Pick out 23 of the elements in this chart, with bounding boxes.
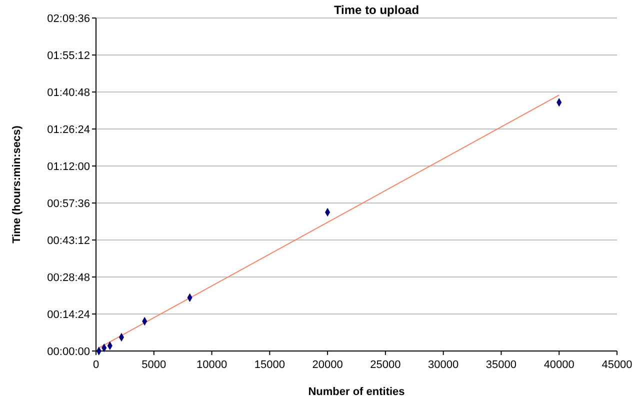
- y-tick-label: 01:12:00: [47, 161, 90, 173]
- x-tick-label: 35000: [486, 359, 517, 371]
- x-tick-label: 5000: [142, 359, 166, 371]
- chart-title: Time to upload: [334, 3, 420, 17]
- y-axis-title: Time (hours:min:secs): [11, 125, 23, 244]
- y-tick-label: 00:28:48: [47, 272, 90, 284]
- y-tick-label: 01:26:24: [47, 124, 90, 136]
- y-tick-label: 00:57:36: [47, 198, 90, 210]
- y-tick-label: 01:40:48: [47, 87, 90, 99]
- y-tick-label: 01:55:12: [47, 50, 90, 62]
- x-tick-label: 15000: [254, 359, 285, 371]
- x-tick-label: 20000: [312, 359, 343, 371]
- x-tick-label: 10000: [196, 359, 228, 371]
- x-tick-label: 25000: [370, 359, 401, 371]
- x-axis-title: Number of entities: [308, 386, 405, 398]
- x-tick-label: 30000: [428, 359, 459, 371]
- y-tick-label: 00:00:00: [47, 346, 90, 358]
- y-tick-label: 00:14:24: [47, 309, 90, 321]
- x-tick-label: 45000: [602, 359, 632, 371]
- x-tick-label: 40000: [544, 359, 574, 371]
- y-tick-label: 02:09:36: [47, 13, 90, 25]
- y-tick-label: 00:43:12: [47, 235, 90, 247]
- x-tick-label: 0: [92, 359, 100, 371]
